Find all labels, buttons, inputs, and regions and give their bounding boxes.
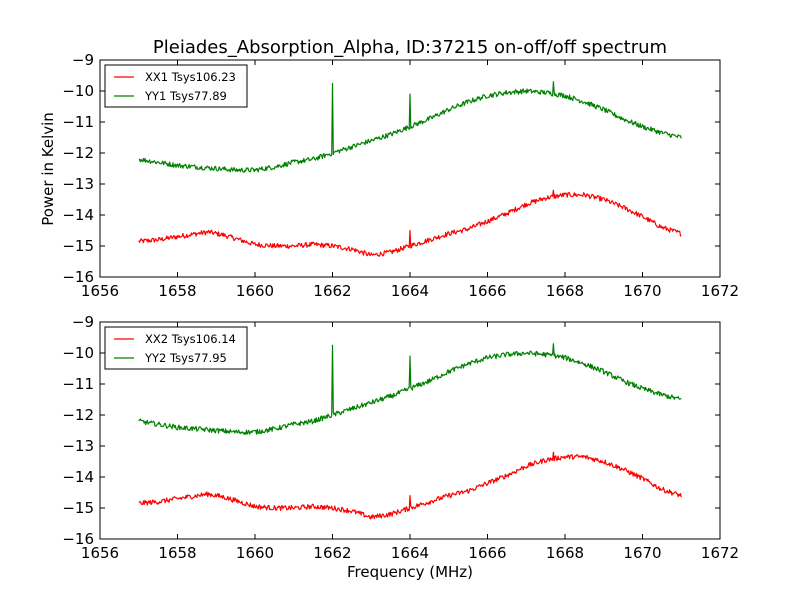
x-tick-label: 1668 [546,544,584,562]
legend-label: YY2 Tsys77.95 [144,351,227,365]
x-tick-label: 1668 [546,282,584,300]
y-tick-label: −11 [62,375,94,393]
x-tick-label: 1666 [468,544,506,562]
chart-title: Pleiades_Absorption_Alpha, ID:37215 on-o… [153,37,667,58]
series-line-xx2 [138,451,682,520]
x-tick-label: 1660 [236,544,274,562]
x-tick-label: 1656 [81,282,119,300]
x-tick-label: 1672 [701,282,739,300]
y-tick-label: −16 [62,530,94,548]
x-tick-label: 1658 [158,544,196,562]
series-line-xx1 [138,189,682,257]
bottom-panel: 1656 1658 1660 1662 1664 1666 1668 1670 1672 −16 −… [62,313,739,562]
y-tick-label: −13 [62,437,94,455]
y-tick-label: −12 [62,406,94,424]
y-tick-label: −16 [62,268,94,286]
top-panel: 1656 1658 1660 1662 1664 1666 1668 1670 1672 −16 −… [62,51,739,300]
series-line-yy1 [138,81,682,173]
y-tick-label: −11 [62,113,94,131]
x-tick-label: 1662 [313,282,351,300]
y-tick-label: −10 [62,344,94,362]
y-tick-label: −14 [62,468,94,486]
x-tick-label: 1658 [158,282,196,300]
x-tick-label: 1664 [391,282,429,300]
x-tick-label: 1656 [81,544,119,562]
x-tick-label: 1660 [236,282,274,300]
y-tick-label: −12 [62,144,94,162]
legend-label: XX2 Tsys106.14 [145,332,236,346]
y-tick-label: −9 [72,51,94,69]
series-line-yy2 [138,343,682,435]
legend-label: YY1 Tsys77.89 [144,89,227,103]
y-tick-label: −9 [72,313,94,331]
y-tick-label: −14 [62,206,94,224]
legend-box [104,64,248,108]
x-tick-label: 1662 [313,544,351,562]
legend-label: XX1 Tsys106.23 [145,70,236,84]
legend: XX1 Tsys106.23 YY1 Tsys77.89 [104,64,248,108]
y-axis-label-top: Power in Kelvin [39,112,57,226]
x-axis-label: Frequency (MHz) [347,563,473,581]
x-tick-label: 1666 [468,282,506,300]
y-tick-label: −15 [62,499,94,517]
x-tick-label: 1670 [623,544,661,562]
y-tick-label: −15 [62,237,94,255]
y-tick-label: −10 [62,82,94,100]
legend: XX2 Tsys106.14 YY2 Tsys77.95 [104,326,248,370]
legend-box [104,326,248,370]
x-tick-label: 1664 [391,544,429,562]
x-tick-label: 1670 [623,282,661,300]
y-tick-label: −13 [62,175,94,193]
x-tick-label: 1672 [701,544,739,562]
